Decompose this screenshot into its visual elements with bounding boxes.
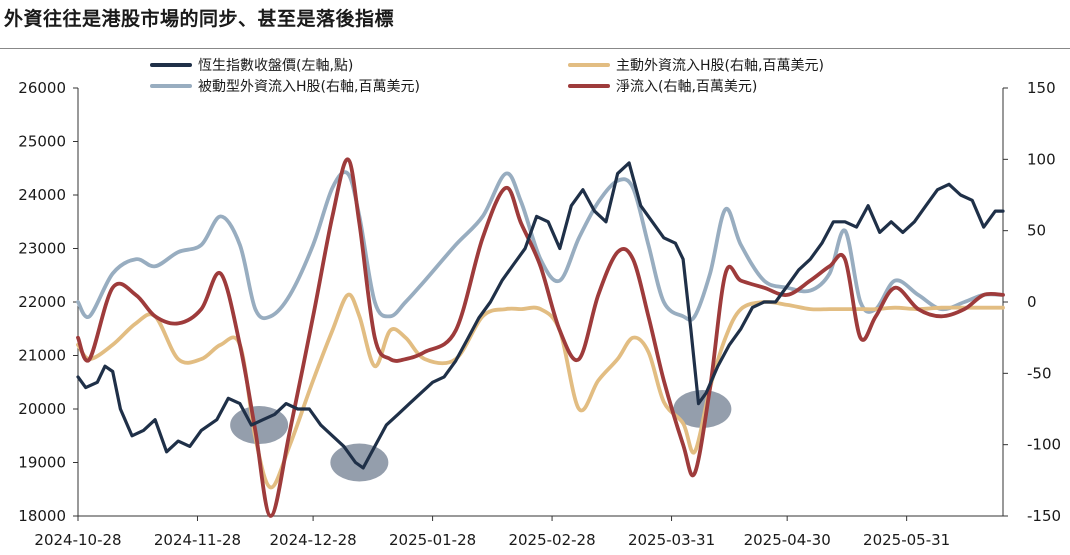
legend-label-active: 主動外資流入H股(右軸,百萬美元) bbox=[616, 58, 824, 74]
y-left-tick-label: 22000 bbox=[18, 293, 66, 311]
highlight-ellipse bbox=[330, 443, 389, 482]
x-tick-label: 2025-04-30 bbox=[744, 531, 831, 549]
chart-axes: 18000 19000 20000 21000 22000 23000 24000 25000… bbox=[18, 79, 1061, 549]
y-left-tick-label: 26000 bbox=[18, 79, 66, 97]
y-left-tick-label: 25000 bbox=[18, 133, 66, 151]
series-layer bbox=[76, 157, 1005, 518]
hsi-line bbox=[76, 161, 1005, 470]
y-right-tick-label: -100 bbox=[1027, 436, 1061, 454]
y-left-tick-label: 18000 bbox=[18, 507, 66, 525]
y-right-tick-label: 50 bbox=[1027, 222, 1046, 240]
active-flow-line bbox=[76, 292, 1005, 490]
y-left-tick-label: 23000 bbox=[18, 240, 66, 258]
y-left-tick-label: 20000 bbox=[18, 400, 66, 418]
y-right-tick-label: 0 bbox=[1027, 293, 1037, 311]
x-tick-label: 2025-02-28 bbox=[508, 531, 595, 549]
legend-label-net: 淨流入(右軸,百萬美元) bbox=[616, 79, 757, 95]
title-divider bbox=[0, 48, 1070, 49]
legend: 恆生指數收盤價(左軸,點) 主動外資流入H股(右軸,百萬美元) 被動型外資流入H股(… bbox=[150, 57, 824, 95]
y-right-tick-label: 100 bbox=[1027, 150, 1056, 168]
x-tick-label: 2024-12-28 bbox=[270, 531, 357, 549]
y-left-tick-label: 24000 bbox=[18, 186, 66, 204]
x-tick-label: 2025-05-31 bbox=[863, 531, 950, 549]
legend-label-hsi: 恆生指數收盤價(左軸,點) bbox=[198, 57, 353, 74]
y-left-tick-label: 21000 bbox=[18, 347, 66, 365]
x-tick-label: 2024-11-28 bbox=[154, 531, 241, 549]
legend-label-passive: 被動型外資流入H股(右軸,百萬美元) bbox=[198, 79, 420, 95]
y-right-tick-label: -150 bbox=[1027, 507, 1061, 525]
net-flow-line bbox=[76, 157, 1005, 518]
y-right-tick-label: 150 bbox=[1027, 79, 1056, 97]
y-right-tick-label: -50 bbox=[1027, 364, 1052, 382]
x-tick-label: 2025-01-28 bbox=[389, 531, 476, 549]
passive-flow-line bbox=[76, 170, 1005, 322]
highlight-ellipse bbox=[673, 390, 732, 428]
x-tick-label: 2025-03-31 bbox=[628, 531, 715, 549]
x-tick-label: 2024-10-28 bbox=[34, 531, 121, 549]
page-title: 外資往往是港股市場的同步、甚至是落後指標 bbox=[4, 8, 395, 30]
y-left-tick-label: 19000 bbox=[18, 454, 66, 472]
